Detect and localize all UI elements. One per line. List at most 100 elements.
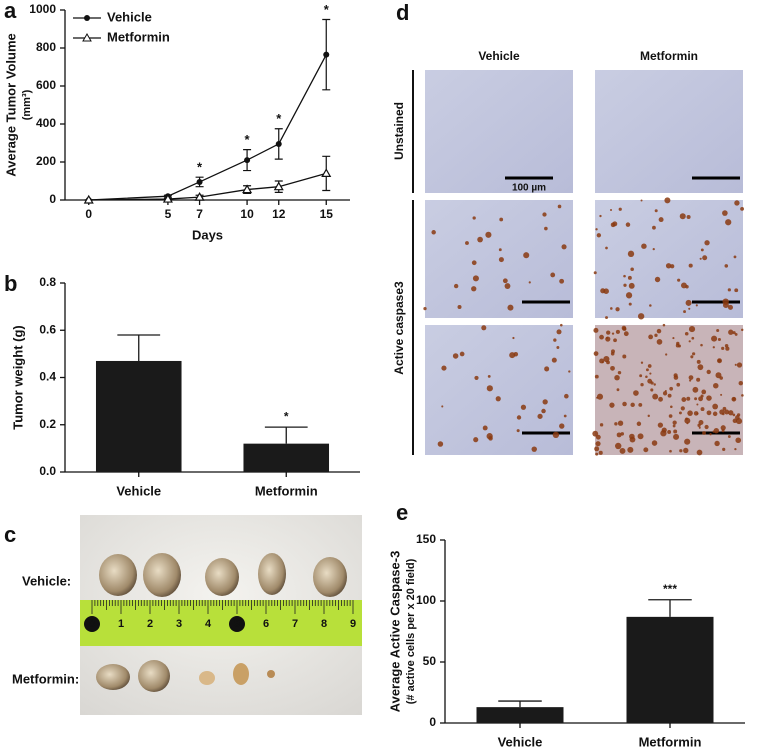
stain-dot [623,274,626,278]
data-point [196,178,203,185]
stain-dot [645,375,648,379]
bar [476,707,564,723]
stain-dot [560,323,563,327]
stain-dot [654,333,658,337]
stain-dot [722,210,728,216]
legend-label: Metformin [107,29,170,44]
y-tick-label: 400 [36,116,56,130]
stain-dot [615,329,620,334]
ruler-label: 5 [234,618,240,630]
stain-dot [697,364,704,371]
stain-dot [613,338,617,343]
stain-dot [688,326,696,333]
stain-dot [594,374,599,379]
stain-dot [684,331,689,336]
stain-dot [636,421,642,427]
stain-dot [488,436,493,441]
stain-dot [629,436,636,443]
stain-dot [658,217,664,223]
stain-dot [688,340,691,343]
stain-dot [704,424,709,430]
stain-dot [528,281,531,284]
stain-dot [672,420,677,425]
stain-dot [720,425,726,431]
stain-dot [611,332,615,335]
y-tick-label: 0.4 [39,370,56,384]
column-label: Metformin [640,49,698,63]
row-label: Vehicle: [22,573,71,588]
stain-dot [664,197,671,204]
stain-dot [639,374,643,378]
stain-dot [431,230,436,235]
ruler-mark [229,616,245,632]
stain-dot [668,414,673,418]
stain-dot [698,420,704,426]
stain-dot [698,396,704,402]
stain-dot [667,393,672,398]
stain-dot [630,402,635,408]
stain-dot [499,217,504,222]
stain-dot [599,358,605,364]
x-tick-label: 10 [240,207,254,221]
stain-dot [717,358,722,364]
stain-dot [472,216,476,220]
significance-marker: * [324,2,330,17]
y-tick-label: 0 [429,715,436,729]
y-tick-label: 50 [423,654,437,668]
stain-dot [482,425,488,431]
data-point [162,193,173,203]
stain-dot [641,243,647,249]
stain-dot [652,225,656,230]
stain-dot [640,361,644,364]
stain-dot [713,428,719,434]
stain-dot [520,404,527,410]
stain-dot [716,329,720,333]
y-tick-label: 0.0 [39,464,56,478]
stain-dot [628,282,635,289]
series-line [88,54,327,201]
stain-dot [617,420,624,426]
legend-marker [84,15,90,21]
stain-dot [557,204,562,209]
stain-dot [673,429,678,434]
stain-dot [616,388,620,392]
stain-dot [660,430,667,437]
stain-dot [706,369,711,375]
stain-dot [696,359,701,364]
stain-dot [665,263,672,269]
stain-dot [685,417,688,421]
stain-dot [552,431,560,439]
stain-dot [595,452,599,456]
stain-dot [734,333,738,336]
stain-dot [649,372,652,375]
x-tick-label: Metformin [255,483,318,498]
stain-dot [692,386,699,393]
tumor-photo [80,515,362,715]
stain-dot [699,257,702,260]
stain-dot [693,411,699,416]
stain-dot [700,248,704,252]
bar [95,360,182,472]
stain-dot [487,374,491,378]
stain-dot [485,231,492,238]
stain-dot [680,406,685,411]
stain-dot [551,357,557,363]
bar [626,616,714,723]
stain-dot [724,264,729,268]
stain-dot [717,337,721,342]
stain-dot [648,334,654,340]
stain-dot [561,244,567,250]
row-label: Unstained [392,102,406,160]
stain-dot [593,271,597,275]
stain-dot [652,393,659,400]
stain-dot [606,336,609,340]
stain-dot [685,299,692,306]
stain-dot [625,222,631,227]
stain-dot [734,200,740,206]
data-point [323,51,330,58]
stain-dot [630,267,634,272]
stain-dot [544,366,550,372]
stain-dot [734,363,737,366]
stain-dot [653,383,656,386]
